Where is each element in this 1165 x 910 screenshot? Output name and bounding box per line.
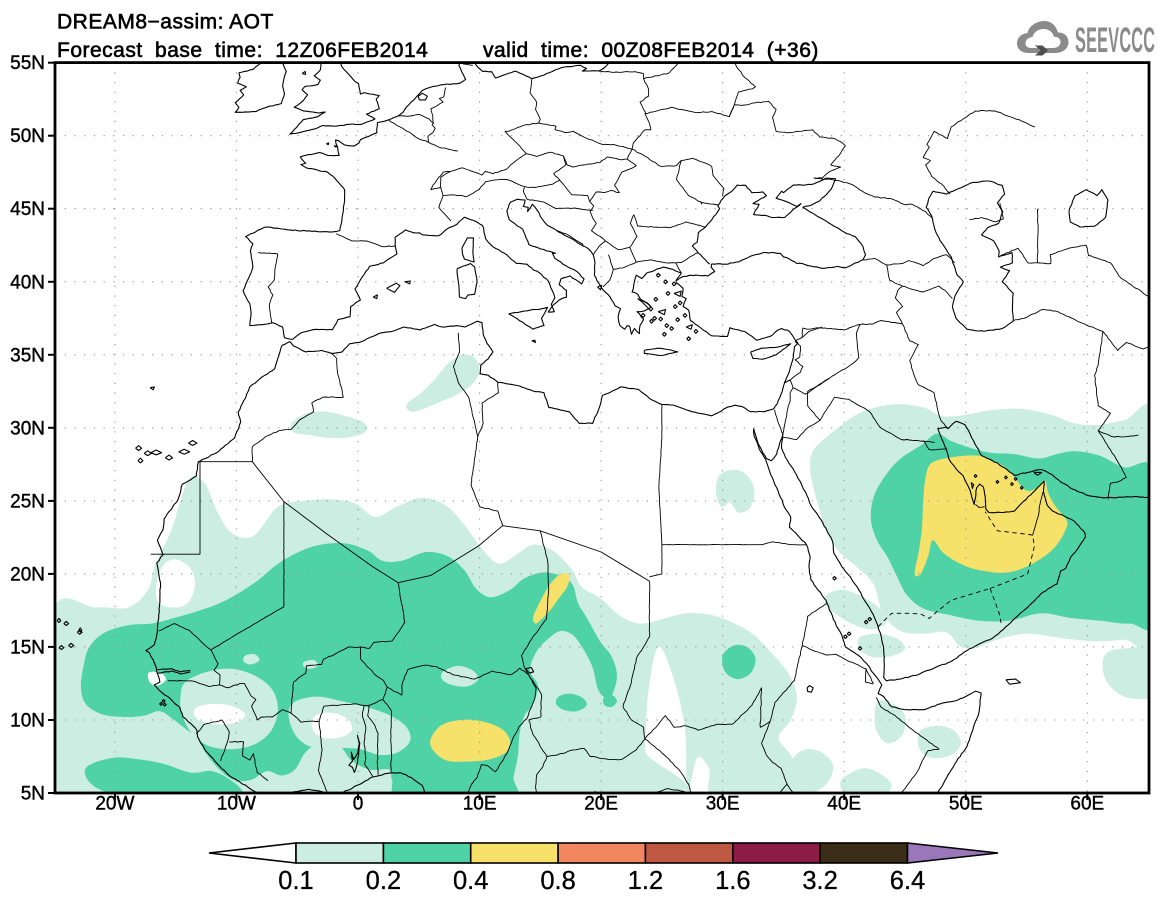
svg-text:25N: 25N xyxy=(10,491,45,512)
svg-text:40E: 40E xyxy=(827,794,861,815)
svg-text:5N: 5N xyxy=(21,784,45,805)
svg-text:50N: 50N xyxy=(10,126,45,147)
svg-text:20N: 20N xyxy=(10,564,45,585)
svg-text:SEEVCCC: SEEVCCC xyxy=(1075,20,1155,60)
svg-text:15N: 15N xyxy=(10,637,45,658)
svg-text:DREAM8−assim: AOT: DREAM8−assim: AOT xyxy=(57,11,274,34)
svg-text:3.2: 3.2 xyxy=(802,867,837,895)
svg-text:20W: 20W xyxy=(95,794,134,815)
svg-text:0.1: 0.1 xyxy=(278,867,313,895)
svg-text:10W: 10W xyxy=(217,794,256,815)
svg-text:30N: 30N xyxy=(10,418,45,439)
svg-text:20E: 20E xyxy=(584,794,618,815)
svg-text:45N: 45N xyxy=(10,199,45,220)
svg-text:10N: 10N xyxy=(10,711,45,732)
svg-text:50E: 50E xyxy=(949,794,983,815)
svg-text:10E: 10E xyxy=(463,794,497,815)
svg-text:0.8: 0.8 xyxy=(540,867,575,895)
svg-text:40N: 40N xyxy=(10,272,45,293)
svg-text:0.4: 0.4 xyxy=(453,867,488,895)
svg-text:Forecast base time: 12Z06FEB20: Forecast base time: 12Z06FEB2014 xyxy=(57,39,428,62)
svg-text:6.4: 6.4 xyxy=(890,867,925,895)
svg-text:30E: 30E xyxy=(706,794,740,815)
svg-text:1.2: 1.2 xyxy=(628,867,663,895)
svg-text:60E: 60E xyxy=(1070,794,1104,815)
svg-text:valid time: 00Z08FEB2014 (+36): valid time: 00Z08FEB2014 (+36) xyxy=(483,39,819,62)
svg-text:1.6: 1.6 xyxy=(715,867,750,895)
svg-text:35N: 35N xyxy=(10,345,45,366)
svg-text:0.2: 0.2 xyxy=(366,867,401,895)
svg-text:55N: 55N xyxy=(10,53,45,74)
svg-text:0: 0 xyxy=(353,794,364,815)
